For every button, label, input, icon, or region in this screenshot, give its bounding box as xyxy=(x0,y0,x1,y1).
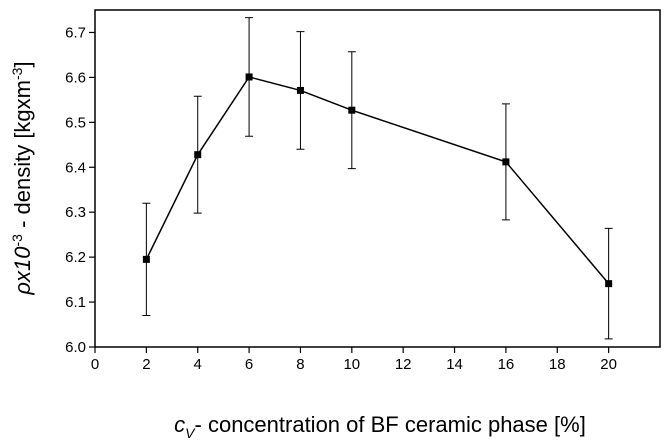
y-tick-label: 6.7 xyxy=(65,24,86,41)
x-tick-label: 6 xyxy=(245,356,253,373)
y-tick-label: 6.6 xyxy=(65,69,86,86)
x-axis-label: cV- concentration of BF ceramic phase [%… xyxy=(174,412,586,441)
x-tick-label: 4 xyxy=(194,356,202,373)
data-point xyxy=(348,106,356,114)
y-tick-label: 6.3 xyxy=(65,204,86,221)
y-tick-label: 6.5 xyxy=(65,114,86,131)
y-tick-label: 6.0 xyxy=(65,339,86,356)
x-tick-label: 18 xyxy=(549,356,566,373)
data-point xyxy=(142,255,150,263)
y-label-part: -3 xyxy=(9,234,25,247)
y-label-part: ] xyxy=(10,61,35,67)
plot-frame xyxy=(94,9,661,348)
y-tick-label: 6.1 xyxy=(65,294,86,311)
data-point xyxy=(502,158,510,166)
x-label-part: V xyxy=(185,425,196,441)
data-point xyxy=(296,86,304,94)
x-tick-label: 8 xyxy=(296,356,304,373)
data-point xyxy=(194,151,202,159)
y-label-part: ρx10 xyxy=(10,246,35,296)
x-tick-label: 12 xyxy=(395,356,412,373)
y-axis-label: ρx10-3 - density [kgxm-3] xyxy=(9,61,35,295)
x-tick-label: 20 xyxy=(600,356,617,373)
y-label-part: -3 xyxy=(9,67,25,80)
x-label-part: - concentration of BF ceramic phase [%] xyxy=(195,412,586,437)
x-tick-label: 2 xyxy=(142,356,150,373)
x-tick-label: 14 xyxy=(446,356,463,373)
x-tick-label: 10 xyxy=(343,356,360,373)
x-label-part: c xyxy=(174,412,185,437)
y-label-part: - density [kgxm xyxy=(10,80,35,234)
x-tick-label: 16 xyxy=(498,356,515,373)
y-tick-label: 6.4 xyxy=(65,159,86,176)
x-tick-label: 0 xyxy=(91,356,99,373)
data-point xyxy=(605,280,613,288)
data-line xyxy=(145,76,610,285)
y-tick-label: 6.2 xyxy=(65,249,86,266)
data-point xyxy=(245,73,253,81)
